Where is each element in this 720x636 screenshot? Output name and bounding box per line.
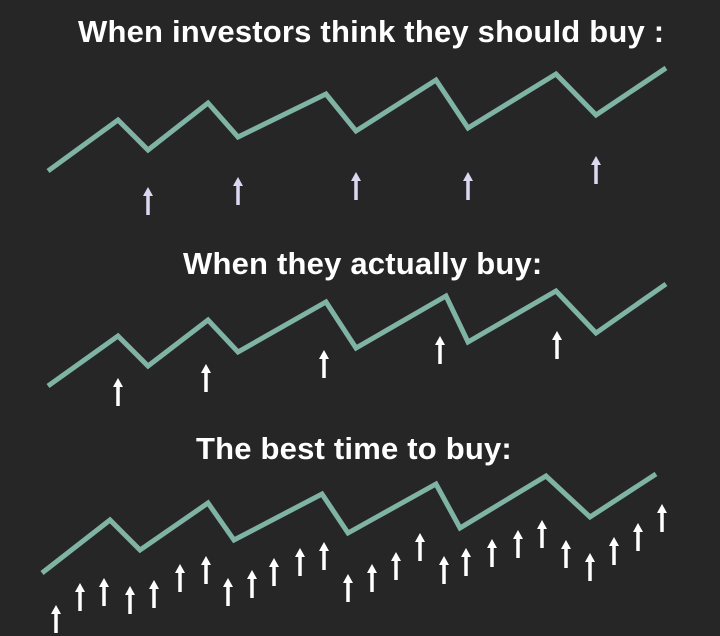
arrows-actual <box>113 331 562 406</box>
up-arrow-icon <box>125 586 135 614</box>
up-arrow-icon <box>247 570 257 598</box>
up-arrow-icon <box>113 378 123 406</box>
up-arrow-icon <box>351 172 361 200</box>
up-arrow-icon <box>319 350 329 378</box>
up-arrow-icon <box>149 580 159 608</box>
up-arrow-icon <box>201 556 211 584</box>
up-arrow-icon <box>657 504 667 532</box>
arrows-think <box>143 156 601 215</box>
up-arrow-icon <box>223 578 233 606</box>
up-arrow-icon <box>487 539 497 567</box>
heading-actually-buy: When they actually buy: <box>183 246 543 281</box>
up-arrow-icon <box>143 187 153 215</box>
up-arrow-icon <box>51 605 61 633</box>
up-arrow-icon <box>461 548 471 576</box>
up-arrow-icon <box>175 564 185 592</box>
up-arrow-icon <box>463 172 473 200</box>
up-arrow-icon <box>415 533 425 561</box>
up-arrow-icon <box>269 558 279 586</box>
price-line-best <box>40 471 658 575</box>
up-arrow-icon <box>391 552 401 580</box>
arrows-best <box>51 504 667 633</box>
up-arrow-icon <box>319 542 329 570</box>
price-line-actual <box>46 281 668 389</box>
up-arrow-icon <box>295 548 305 576</box>
up-arrow-icon <box>75 583 85 611</box>
heading-think-buy: When investors think they should buy : <box>78 14 665 49</box>
up-arrow-icon <box>552 331 562 359</box>
up-arrow-icon <box>633 523 643 551</box>
up-arrow-icon <box>367 564 377 592</box>
up-arrow-icon <box>343 574 353 602</box>
up-arrow-icon <box>537 520 547 548</box>
heading-best-time: The best time to buy: <box>196 431 512 466</box>
up-arrow-icon <box>513 530 523 558</box>
up-arrow-icon <box>585 553 595 581</box>
up-arrow-icon <box>435 336 445 364</box>
up-arrow-icon <box>591 156 601 184</box>
price-line-think <box>46 65 668 174</box>
up-arrow-icon <box>99 578 109 606</box>
up-arrow-icon <box>609 537 619 565</box>
up-arrow-icon <box>233 177 243 205</box>
up-arrow-icon <box>561 540 571 568</box>
up-arrow-icon <box>439 556 449 584</box>
up-arrow-icon <box>201 364 211 392</box>
